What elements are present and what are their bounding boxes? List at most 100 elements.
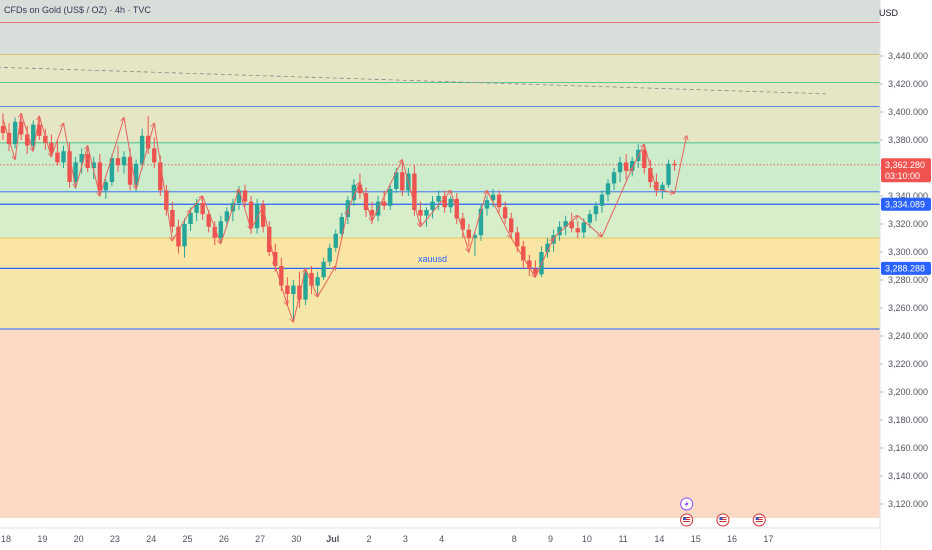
projection-arrow bbox=[250, 206, 263, 230]
flag-stripe bbox=[719, 521, 727, 522]
candle-down bbox=[212, 226, 217, 238]
projection-arrow bbox=[262, 205, 275, 266]
projection-arrow bbox=[674, 136, 687, 194]
currency-label[interactable]: USD bbox=[878, 8, 898, 18]
candle-up bbox=[224, 211, 230, 222]
candle-down bbox=[248, 201, 254, 229]
projection-arrow bbox=[486, 190, 511, 238]
candle-up bbox=[563, 221, 568, 227]
projection-arrow bbox=[135, 123, 154, 190]
candle-up bbox=[484, 200, 490, 209]
price-zone bbox=[0, 54, 880, 143]
candle-down bbox=[369, 210, 375, 216]
candle-up bbox=[121, 156, 127, 166]
date-tick-label: 4 bbox=[439, 534, 444, 544]
projection-arrow bbox=[32, 116, 39, 152]
projection-arrow bbox=[20, 113, 33, 151]
candle-up bbox=[478, 208, 484, 236]
time-axis[interactable]: 18 19 20 23 24 25 26 27 30 Jul 2 3 4 8 9 10 11 14 15 16 17 bbox=[0, 527, 880, 550]
candle-down bbox=[279, 266, 284, 286]
candle-up bbox=[545, 243, 550, 252]
price-badge-bg bbox=[881, 261, 931, 275]
projection-arrow bbox=[2, 118, 15, 160]
price-badge-bg bbox=[881, 197, 931, 211]
lightning-icon[interactable] bbox=[680, 497, 694, 511]
event-layer[interactable] bbox=[680, 497, 766, 527]
price-tick-label: 3,380.000 bbox=[888, 135, 928, 145]
projection-arrow bbox=[87, 145, 100, 196]
price-tick-label: 3,260.000 bbox=[888, 303, 928, 313]
flag-canton bbox=[683, 517, 687, 520]
lightning-glyph bbox=[684, 500, 689, 508]
price-tick-label: 3,160.000 bbox=[888, 443, 928, 453]
candle-down bbox=[67, 151, 72, 182]
date-tick-label: 8 bbox=[512, 534, 517, 544]
candle-down bbox=[127, 156, 133, 185]
date-tick-label: 3 bbox=[403, 534, 408, 544]
candle-down bbox=[509, 218, 514, 233]
projection-arrow bbox=[14, 113, 21, 160]
chart-title: CFDs on Gold (US$ / OZ) · 4h · TVC bbox=[4, 5, 151, 15]
candle-down bbox=[466, 229, 472, 238]
projection-arrow bbox=[401, 159, 420, 227]
candle-up bbox=[236, 190, 242, 203]
price-axis[interactable]: 3,440.000 3,420.000 3,400.000 3,380.000 3,36… bbox=[879, 0, 932, 550]
price-zone bbox=[0, 268, 880, 329]
candle-up bbox=[327, 247, 332, 262]
price-badge-value: 3,362.280 bbox=[885, 160, 925, 170]
projection-arrow bbox=[190, 196, 203, 211]
date-tick-label: 19 bbox=[37, 534, 47, 544]
date-tick-label: 16 bbox=[727, 534, 737, 544]
candle-down bbox=[115, 158, 121, 166]
date-tick-label: 25 bbox=[183, 534, 193, 544]
projection-arrow bbox=[202, 195, 221, 244]
candle-up bbox=[188, 212, 193, 224]
candle-up bbox=[599, 194, 605, 206]
candle-down bbox=[260, 204, 266, 227]
level-line-layer bbox=[0, 21, 880, 330]
price-tick-label: 3,400.000 bbox=[888, 107, 928, 117]
candle-up bbox=[133, 163, 139, 185]
date-tick-label: 30 bbox=[291, 534, 301, 544]
us-flag-icon[interactable] bbox=[752, 513, 766, 527]
candle-down bbox=[527, 260, 532, 269]
flag-stripe bbox=[683, 519, 691, 520]
date-tick-label: 18 bbox=[1, 534, 11, 544]
projection-arrow bbox=[238, 188, 251, 230]
candle-down bbox=[25, 134, 30, 146]
projection-arrow bbox=[553, 216, 578, 239]
flag-canton bbox=[755, 517, 759, 520]
candle-down bbox=[18, 121, 24, 135]
candle-down bbox=[460, 218, 465, 230]
candle-down bbox=[267, 226, 272, 252]
candle-up bbox=[139, 135, 145, 164]
projection-arrow bbox=[292, 269, 305, 323]
candle-down bbox=[648, 168, 653, 182]
annotation-layer: xauusd bbox=[418, 254, 447, 264]
candle-down bbox=[412, 173, 417, 210]
projection-arrow bbox=[317, 266, 336, 298]
us-flag-icon[interactable] bbox=[716, 513, 730, 527]
candle-up bbox=[666, 163, 671, 185]
price-tick-label: 3,340.000 bbox=[888, 191, 928, 201]
candle-down bbox=[515, 232, 520, 247]
candle-up bbox=[388, 189, 393, 206]
candle-down bbox=[502, 207, 508, 219]
projection-arrow bbox=[420, 190, 450, 228]
us-flag-icon[interactable] bbox=[680, 513, 694, 527]
candle-down bbox=[575, 228, 580, 233]
date-tick-label: 11 bbox=[618, 534, 627, 544]
candle-down bbox=[0, 126, 6, 133]
candle-down bbox=[442, 196, 447, 208]
price-tick-label: 3,180.000 bbox=[888, 415, 928, 425]
price-tick-label: 3,440.000 bbox=[888, 51, 928, 61]
projection-arrow bbox=[631, 144, 644, 169]
projection-arrow bbox=[450, 190, 469, 252]
projection-arrow bbox=[656, 188, 674, 193]
price-zone bbox=[0, 0, 880, 55]
price-badge-bg bbox=[881, 158, 931, 183]
